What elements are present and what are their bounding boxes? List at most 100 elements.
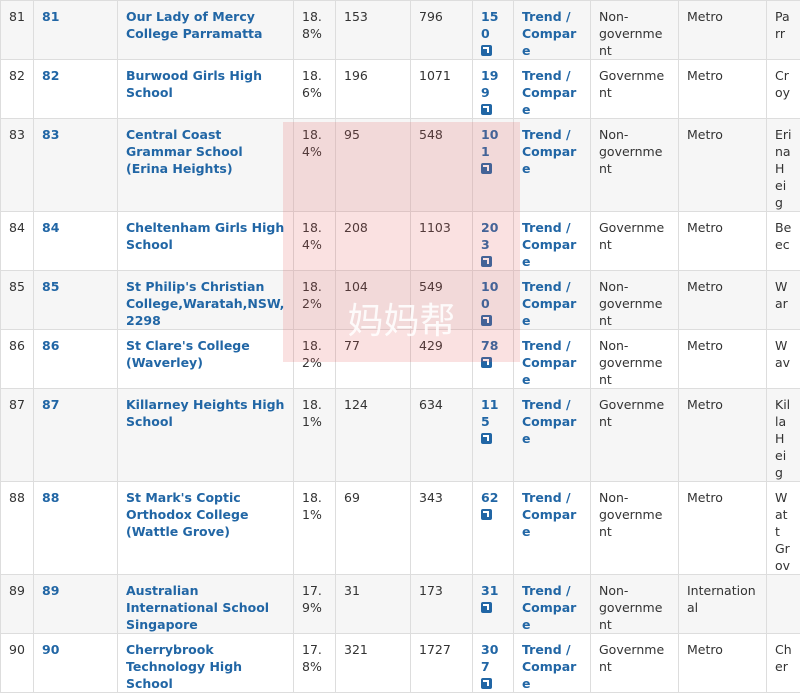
cell: 95 (336, 119, 411, 212)
row-index: 88 (9, 490, 25, 505)
rank[interactable]: 89 (42, 583, 59, 598)
link-icon[interactable] (481, 678, 492, 689)
cell: 17.8% (294, 634, 336, 693)
trend-compare[interactable]: Trend / Compare (522, 220, 576, 269)
sector: Government (599, 68, 664, 100)
score[interactable]: 150 (481, 9, 498, 41)
cell: 18.1% (294, 482, 336, 575)
cell: 82 (1, 60, 34, 119)
count-b: 549 (419, 279, 443, 294)
rank[interactable]: 83 (42, 127, 59, 142)
trend-compare[interactable]: Trend / Compare (522, 397, 576, 446)
link-icon[interactable] (481, 602, 492, 613)
school-name[interactable]: Central Coast Grammar School (Erina Heig… (126, 127, 243, 176)
table-row: 81 81 Our Lady of Mercy College Parramatta… (1, 1, 800, 60)
school-name[interactable]: Cherrybrook Technology High School (126, 642, 242, 691)
rank[interactable]: 88 (42, 490, 59, 505)
trend-compare[interactable]: Trend / Compare (522, 490, 576, 539)
count-a: 321 (344, 642, 368, 657)
cell: Trend / Compare (514, 389, 591, 482)
cell: 81 (1, 1, 34, 60)
cell: Trend / Compare (514, 634, 591, 693)
trend-compare[interactable]: Trend / Compare (522, 127, 576, 176)
count-a: 196 (344, 68, 368, 83)
school-name[interactable]: Killarney Heights High School (126, 397, 284, 429)
cell: Government (591, 389, 679, 482)
trend-compare[interactable]: Trend / Compare (522, 338, 576, 387)
score[interactable]: 78 (481, 338, 498, 353)
cell: Trend / Compare (514, 330, 591, 389)
score[interactable]: 115 (481, 397, 498, 429)
count-a: 77 (344, 338, 360, 353)
cell: 82 (34, 60, 118, 119)
rank[interactable]: 81 (42, 9, 59, 24)
link-icon[interactable] (481, 433, 492, 444)
score[interactable]: 100 (481, 279, 498, 311)
table-row: 88 88 St Mark's Coptic Orthodox College (W… (1, 482, 800, 575)
score[interactable]: 62 (481, 490, 498, 505)
cell: Killa Heig (767, 389, 800, 482)
table-row: 83 83 Central Coast Grammar School (Erina … (1, 119, 800, 212)
cell: Watt Grov (767, 482, 800, 575)
cell: 796 (411, 1, 473, 60)
percent: 17.9% (302, 583, 322, 615)
school-name[interactable]: Our Lady of Mercy College Parramatta (126, 9, 262, 41)
suburb: Beec (775, 220, 791, 252)
cell: 549 (411, 271, 473, 330)
row-index: 83 (9, 127, 25, 142)
school-name[interactable]: St Philip's Christian College,Waratah,NS… (126, 279, 284, 328)
cell: 90 (34, 634, 118, 693)
link-icon[interactable] (481, 509, 492, 520)
link-icon[interactable] (481, 45, 492, 56)
cell: Metro (679, 212, 767, 271)
sector: Non-government (599, 279, 662, 328)
cell: Trend / Compare (514, 482, 591, 575)
cell: Government (591, 60, 679, 119)
percent: 18.4% (302, 127, 322, 159)
cell: 208 (336, 212, 411, 271)
school-name[interactable]: St Clare's College (Waverley) (126, 338, 250, 370)
link-icon[interactable] (481, 315, 492, 326)
link-icon[interactable] (481, 357, 492, 368)
trend-compare[interactable]: Trend / Compare (522, 9, 576, 58)
score[interactable]: 101 (481, 127, 498, 159)
cell: 88 (34, 482, 118, 575)
rank[interactable]: 82 (42, 68, 59, 83)
rank[interactable]: 84 (42, 220, 59, 235)
cell: 88 (1, 482, 34, 575)
score[interactable]: 31 (481, 583, 498, 598)
cell: 18.6% (294, 60, 336, 119)
school-name[interactable]: Burwood Girls High School (126, 68, 262, 100)
school-name[interactable]: Australian International School Singapor… (126, 583, 269, 632)
rank[interactable]: 90 (42, 642, 59, 657)
cell: Cheltenham Girls High School (118, 212, 294, 271)
cell: Metro (679, 482, 767, 575)
trend-compare[interactable]: Trend / Compare (522, 583, 576, 632)
suburb: Croy (775, 68, 790, 100)
trend-compare[interactable]: Trend / Compare (522, 642, 576, 691)
count-a: 153 (344, 9, 368, 24)
score[interactable]: 203 (481, 220, 498, 252)
cell: Beec (767, 212, 800, 271)
cell: 199 (473, 60, 514, 119)
cell (767, 575, 800, 634)
school-name[interactable]: Cheltenham Girls High School (126, 220, 284, 252)
link-icon[interactable] (481, 256, 492, 267)
trend-compare[interactable]: Trend / Compare (522, 279, 576, 328)
cell: 87 (34, 389, 118, 482)
rank[interactable]: 85 (42, 279, 59, 294)
link-icon[interactable] (481, 163, 492, 174)
percent: 18.2% (302, 338, 322, 370)
cell: Parr (767, 1, 800, 60)
rank[interactable]: 87 (42, 397, 59, 412)
school-name[interactable]: St Mark's Coptic Orthodox College (Wattl… (126, 490, 248, 539)
row-index: 87 (9, 397, 25, 412)
rank[interactable]: 86 (42, 338, 59, 353)
link-icon[interactable] (481, 104, 492, 115)
cell: International (679, 575, 767, 634)
score[interactable]: 307 (481, 642, 498, 674)
trend-compare[interactable]: Trend / Compare (522, 68, 576, 117)
score[interactable]: 199 (481, 68, 498, 100)
